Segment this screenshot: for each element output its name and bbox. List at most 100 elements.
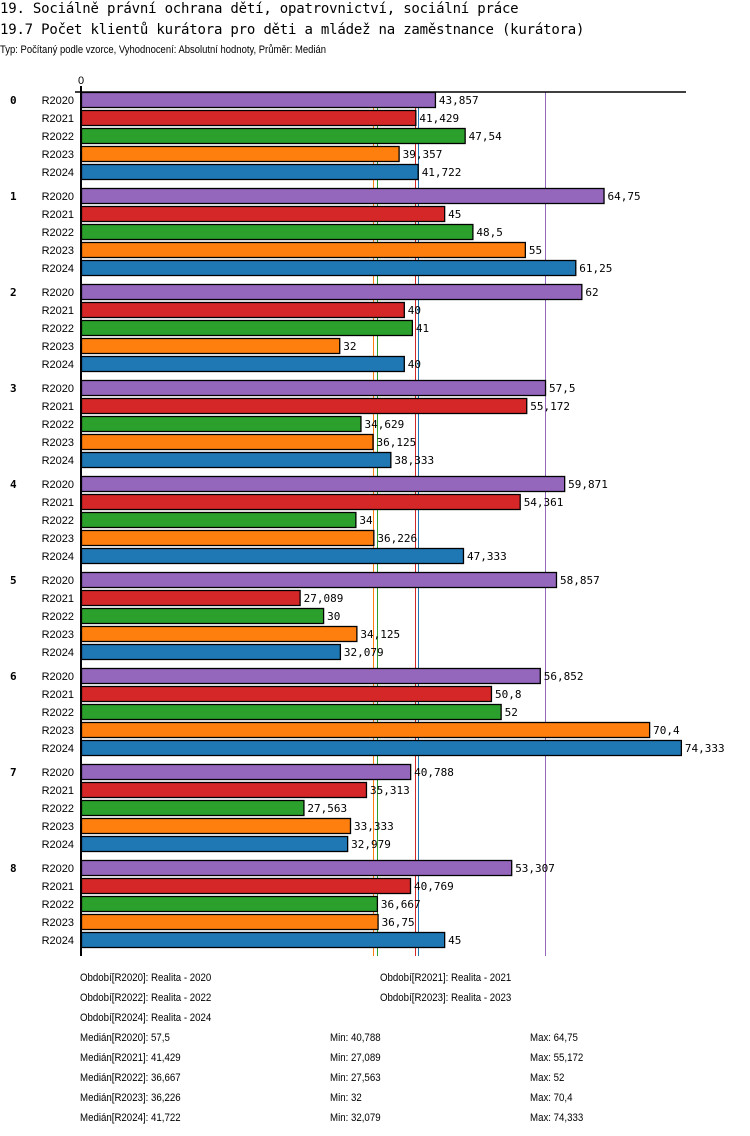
- series-row-label: R2024: [42, 359, 74, 371]
- value-label: 36,667: [381, 898, 421, 911]
- series-row-label: R2022: [42, 323, 74, 335]
- stat-median-r2021: Medián[R2021]: 41,429: [80, 1052, 181, 1064]
- value-label: 39,357: [403, 148, 443, 161]
- bar-r2021-cat-6: [80, 685, 493, 703]
- stat-median-r2022: Medián[R2022]: 36,667: [80, 1072, 181, 1084]
- series-row-label: R2023: [42, 341, 74, 353]
- series-row-label: R2021: [42, 401, 74, 413]
- bar-r2021-cat-0: [80, 109, 417, 127]
- value-label: 34: [359, 514, 373, 527]
- series-row-label: R2021: [42, 689, 74, 701]
- stat-min-r2020: Min: 40,788: [330, 1032, 381, 1044]
- value-label: 70,4: [653, 724, 680, 737]
- bar-r2022-cat-6: [80, 703, 502, 721]
- value-label: 34,125: [360, 628, 400, 641]
- series-row-label: R2022: [42, 803, 74, 815]
- category-label: 8: [10, 862, 17, 875]
- bar-r2020-cat-2: [80, 283, 583, 301]
- category-label: 6: [10, 670, 17, 683]
- stat-min-r2023: Min: 32: [330, 1092, 362, 1104]
- value-label: 55,172: [530, 400, 570, 413]
- value-label: 58,857: [560, 574, 600, 587]
- chart-title: 19.7 Počet klientů kurátora pro děti a m…: [0, 22, 585, 38]
- series-row-label: R2022: [42, 611, 74, 623]
- bar-r2024-cat-3: [80, 451, 392, 469]
- value-label: 50,8: [495, 688, 522, 701]
- legend-period-r2021: Období[R2021]: Realita - 2021: [380, 972, 512, 984]
- bar-r2023-cat-0: [80, 145, 400, 163]
- series-row-label: R2020: [42, 767, 74, 779]
- value-label: 45: [448, 208, 461, 221]
- bar-r2023-cat-8: [80, 913, 379, 931]
- series-row-label: R2023: [42, 821, 74, 833]
- series-row-label: R2024: [42, 743, 74, 755]
- value-label: 32: [343, 340, 356, 353]
- value-label: 62: [585, 286, 598, 299]
- value-label: 27,089: [304, 592, 344, 605]
- legend-period-r2024: Období[R2024]: Realita - 2024: [80, 1012, 212, 1024]
- legend-period-r2020: Období[R2020]: Realita - 2020: [80, 972, 212, 984]
- value-label: 45: [448, 934, 461, 947]
- value-label: 43,857: [439, 94, 479, 107]
- series-row-label: R2021: [42, 209, 74, 221]
- series-row-label: R2022: [42, 899, 74, 911]
- value-label: 32,079: [344, 646, 384, 659]
- value-label: 57,5: [549, 382, 576, 395]
- value-label: 40,788: [414, 766, 454, 779]
- value-label: 35,313: [370, 784, 410, 797]
- stat-max-r2020: Max: 64,75: [530, 1032, 578, 1044]
- stat-min-r2021: Min: 27,089: [330, 1052, 381, 1064]
- series-row-label: R2022: [42, 515, 74, 527]
- value-label: 38,333: [394, 454, 434, 467]
- bar-r2023-cat-7: [80, 817, 352, 835]
- bar-r2020-cat-3: [80, 379, 547, 397]
- series-row-label: R2024: [42, 647, 74, 659]
- series-row-label: R2024: [42, 551, 74, 563]
- category-label: 1: [10, 190, 17, 203]
- value-label: 47,54: [469, 130, 502, 143]
- value-label: 40: [408, 358, 421, 371]
- stat-max-r2023: Max: 70,4: [530, 1092, 573, 1104]
- series-row-label: R2020: [42, 671, 74, 683]
- value-label: 64,75: [608, 190, 641, 203]
- series-row-label: R2021: [42, 593, 74, 605]
- bar-r2023-cat-2: [80, 337, 341, 355]
- series-row-label: R2022: [42, 419, 74, 431]
- axes: 0: [75, 75, 686, 956]
- series-row-label: R2023: [42, 629, 74, 641]
- value-label: 41,722: [422, 166, 462, 179]
- series-row-label: R2021: [42, 785, 74, 797]
- bar-r2020-cat-5: [80, 571, 558, 589]
- bar-r2023-cat-3: [80, 433, 374, 451]
- value-label: 41: [416, 322, 429, 335]
- series-row-label: R2023: [42, 533, 74, 545]
- bar-r2021-cat-4: [80, 493, 521, 511]
- series-row-label: R2023: [42, 245, 74, 257]
- bar-r2020-cat-6: [80, 667, 541, 685]
- value-label: 36,125: [377, 436, 417, 449]
- category-label: 7: [10, 766, 17, 779]
- bar-r2022-cat-5: [80, 607, 325, 625]
- bar-r2024-cat-6: [80, 739, 683, 757]
- series-row-label: R2024: [42, 935, 74, 947]
- value-label: 32,979: [351, 838, 391, 851]
- bar-r2021-cat-3: [80, 397, 528, 415]
- bar-r2021-cat-2: [80, 301, 405, 319]
- value-label: 36,226: [377, 532, 417, 545]
- stat-median-r2020: Medián[R2020]: 57,5: [80, 1032, 170, 1044]
- bar-r2021-cat-7: [80, 781, 368, 799]
- bar-r2023-cat-1: [80, 241, 527, 259]
- bar-r2021-cat-8: [80, 877, 412, 895]
- value-label: 36,75: [382, 916, 415, 929]
- series-row-label: R2020: [42, 479, 74, 491]
- series-row-label: R2022: [42, 227, 74, 239]
- series-row-label: R2023: [42, 725, 74, 737]
- bar-r2020-cat-8: [80, 859, 513, 877]
- value-label: 74,333: [685, 742, 725, 755]
- legend-period-r2022: Období[R2022]: Realita - 2022: [80, 992, 212, 1004]
- series-row-label: R2020: [42, 95, 74, 107]
- bar-r2023-cat-4: [80, 529, 375, 547]
- series-row-label: R2020: [42, 575, 74, 587]
- legend-period-r2023: Období[R2023]: Realita - 2023: [380, 992, 512, 1004]
- value-label: 41,429: [419, 112, 459, 125]
